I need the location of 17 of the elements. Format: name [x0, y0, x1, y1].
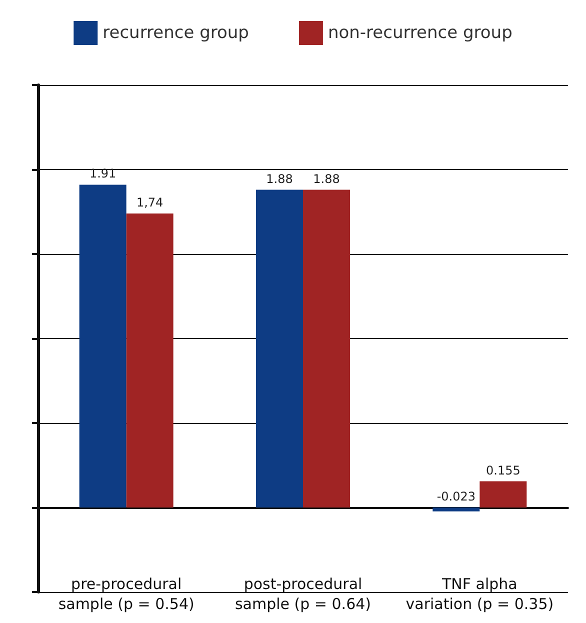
x-tick-label: post-procedural sample (p = 0.64) [234, 575, 372, 613]
data-label: 1.88 [313, 172, 340, 186]
bar [79, 184, 126, 508]
bar [256, 190, 303, 508]
data-label: 0.155 [486, 463, 520, 478]
bar [480, 481, 527, 508]
data-label: -0.023 [436, 490, 476, 504]
data-label: 1,74 [136, 195, 164, 210]
bar [432, 508, 480, 512]
legend-label: recurrence group [102, 23, 249, 43]
data-label: 1.91 [89, 166, 116, 181]
legend-label: non-recurrence group [328, 23, 512, 43]
x-tick-label: TNF alpha variation (p = 0.35) [406, 575, 554, 613]
data-label: 1.88 [266, 172, 293, 186]
bar [126, 213, 174, 508]
x-tick-label: pre-procedural sample (p = 0.54) [58, 575, 194, 613]
bar [303, 190, 350, 508]
